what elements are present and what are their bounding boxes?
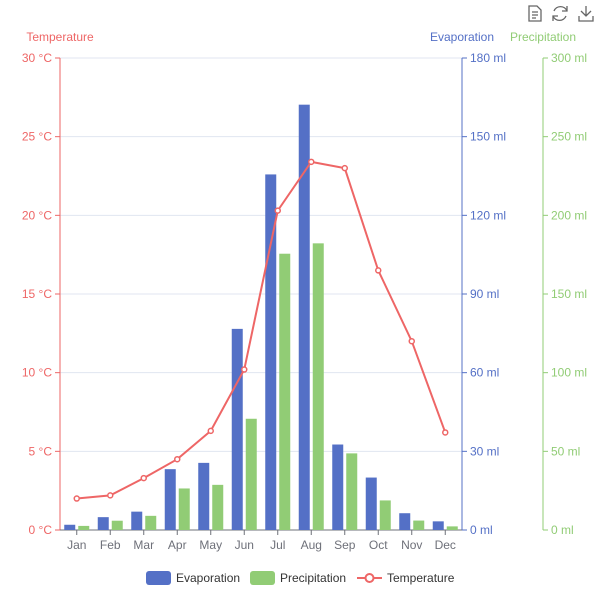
temperature-point[interactable] (107, 492, 114, 499)
toolbox (528, 5, 594, 22)
evaporation-bar[interactable] (198, 462, 210, 530)
precipitation-bar[interactable] (279, 253, 291, 531)
temperature-point[interactable] (375, 267, 382, 274)
precipitation-bar[interactable] (212, 484, 224, 530)
legend-item-evaporation[interactable]: Evaporation (146, 571, 240, 585)
x-tick-label: Jul (270, 538, 285, 552)
precipitation-tick-label: 150 ml (551, 287, 587, 301)
evaporation-tick-label: 120 ml (470, 208, 506, 222)
evaporation-tick-label: 90 ml (470, 287, 499, 301)
evaporation-bar[interactable] (365, 477, 377, 530)
evaporation-bar[interactable] (399, 513, 411, 530)
evaporation-bar[interactable] (231, 328, 243, 530)
evaporation-tick-label: 150 ml (470, 130, 506, 144)
precipitation-bar[interactable] (245, 418, 257, 530)
temperature-point[interactable] (140, 474, 147, 482)
temperature-point[interactable] (341, 164, 348, 172)
evaporation-bar[interactable] (298, 104, 310, 531)
save-image-icon[interactable] (578, 6, 594, 22)
temperature-tick-label: 10 °C (22, 366, 52, 380)
evaporation-bar[interactable] (97, 517, 109, 530)
evaporation-bar[interactable] (131, 511, 143, 530)
x-tick-label: Oct (369, 538, 388, 552)
precipitation-bar[interactable] (111, 520, 123, 530)
temperature-line (76, 160, 447, 500)
evaporation-tick-label: 60 ml (470, 366, 499, 380)
precipitation-axis-name: Precipitation (510, 30, 576, 44)
temperature-tick-label: 20 °C (22, 208, 52, 222)
x-tick-label: Sep (334, 538, 356, 552)
evaporation-bar[interactable] (265, 174, 277, 530)
legend-item-precipitation[interactable]: Precipitation (250, 571, 346, 585)
temperature-tick-label: 0 °C (29, 523, 53, 537)
temperature-tick-label: 25 °C (22, 130, 52, 144)
temperature-axis-name: Temperature (26, 30, 94, 44)
precipitation-tick-label: 300 ml (551, 51, 587, 65)
evaporation-bar[interactable] (164, 469, 176, 530)
temperature-point[interactable] (241, 366, 248, 373)
legend-marker (364, 573, 375, 583)
x-tick-label: Feb (100, 538, 121, 552)
legend-item-temperature[interactable]: Temperature (357, 571, 455, 585)
precipitation-bar[interactable] (178, 488, 190, 530)
evaporation-axis-name: Evaporation (430, 30, 494, 44)
temperature-point[interactable] (274, 207, 281, 214)
evaporation-bar[interactable] (432, 521, 444, 530)
precipitation-tick-label: 100 ml (551, 366, 587, 380)
evaporation-tick-label: 30 ml (470, 444, 499, 458)
legend: Evaporation Precipitation Temperature (146, 571, 455, 585)
x-tick-label: Jan (67, 538, 86, 552)
temperature-point[interactable] (174, 455, 181, 463)
precipitation-bar[interactable] (145, 515, 157, 530)
x-tick-label: Dec (435, 538, 456, 552)
legend-label: Precipitation (280, 571, 346, 585)
precipitation-tick-label: 250 ml (551, 130, 587, 144)
x-tick-label: Nov (401, 538, 422, 552)
legend-label: Evaporation (176, 571, 240, 585)
temperature-point[interactable] (207, 427, 214, 435)
legend-swatch (250, 571, 275, 585)
precipitation-tick-label: 50 ml (551, 444, 580, 458)
precipitation-bar[interactable] (413, 520, 425, 530)
temperature-point[interactable] (442, 429, 449, 436)
grid-lines (60, 57, 462, 452)
temperature-tick-label: 15 °C (22, 287, 52, 301)
temperature-tick-label: 5 °C (29, 444, 53, 458)
restore-icon[interactable] (552, 5, 568, 22)
precipitation-bar[interactable] (312, 243, 324, 530)
temperature-tick-label: 30 °C (22, 51, 52, 65)
temperature-point[interactable] (73, 495, 80, 502)
temperature-point[interactable] (408, 337, 415, 345)
legend-label: Temperature (387, 571, 455, 585)
legend-swatch (146, 571, 171, 585)
evaporation-tick-label: 0 ml (470, 523, 493, 537)
precipitation-bar[interactable] (78, 525, 90, 530)
temperature-point[interactable] (308, 158, 315, 166)
evaporation-bar[interactable] (64, 524, 76, 530)
data-view-icon[interactable] (528, 5, 542, 22)
precipitation-tick-label: 200 ml (551, 208, 587, 222)
x-tick-label: Apr (168, 538, 187, 552)
evaporation-tick-label: 180 ml (470, 51, 506, 65)
x-tick-label: May (199, 538, 222, 552)
precipitation-bar[interactable] (446, 526, 458, 530)
x-tick-label: Jun (235, 538, 254, 552)
x-tick-label: Aug (301, 538, 322, 552)
precipitation-tick-label: 0 ml (551, 523, 574, 537)
x-tick-label: Mar (133, 538, 154, 552)
evaporation-bar[interactable] (332, 444, 344, 530)
precipitation-bar[interactable] (346, 453, 358, 530)
precipitation-bar[interactable] (379, 500, 391, 530)
